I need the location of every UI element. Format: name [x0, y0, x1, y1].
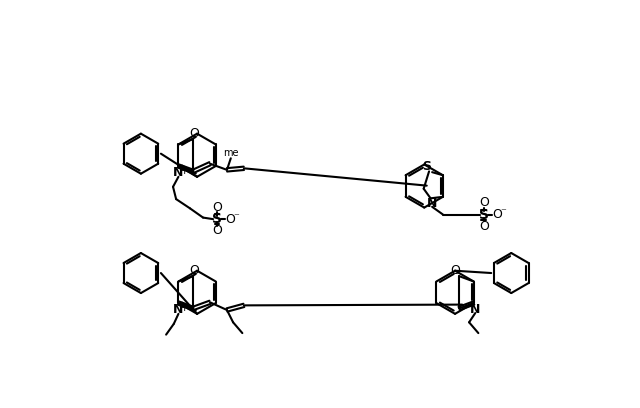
Text: O: O: [189, 127, 200, 140]
Text: O: O: [212, 201, 222, 214]
Text: O: O: [492, 208, 502, 221]
Text: +: +: [180, 166, 189, 175]
Text: N: N: [427, 197, 437, 210]
Text: O: O: [212, 224, 222, 237]
Text: O: O: [479, 220, 489, 233]
Text: S: S: [422, 160, 431, 173]
Text: O: O: [189, 264, 200, 277]
Text: O: O: [451, 264, 460, 277]
Text: S: S: [212, 212, 222, 226]
Text: S: S: [479, 208, 489, 222]
Text: me: me: [223, 148, 239, 158]
Text: N: N: [173, 166, 184, 180]
Text: +: +: [180, 303, 189, 313]
Text: N: N: [470, 304, 481, 317]
Text: O: O: [225, 213, 235, 226]
Text: ⁻: ⁻: [233, 212, 239, 222]
Text: ⁻: ⁻: [500, 207, 506, 217]
Text: N: N: [173, 304, 184, 317]
Text: O: O: [479, 197, 489, 209]
